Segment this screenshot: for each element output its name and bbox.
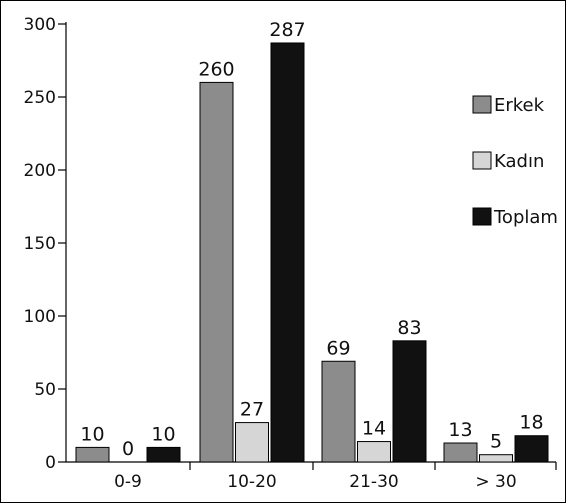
bar-kadın (357, 441, 391, 463)
y-tick-label: 0 (45, 453, 56, 473)
y-tick-label: 150 (24, 234, 56, 254)
data-label: 260 (198, 58, 234, 80)
legend-label: Erkek (494, 95, 545, 116)
data-label: 10 (151, 423, 175, 445)
axes (65, 22, 556, 463)
legend-label: Toplam (493, 207, 558, 228)
y-tick-label: 50 (34, 380, 56, 400)
data-label: 27 (240, 399, 264, 421)
data-label: 10 (80, 423, 104, 445)
data-label: 69 (326, 337, 350, 359)
bar-toplam (146, 446, 181, 463)
x-axis-ticks: 0-9 10-20 21-30 > 30 (114, 462, 557, 492)
bar-erkek (321, 360, 356, 463)
bar-toplam (270, 42, 305, 463)
bar-kadın (479, 454, 513, 463)
x-tick-label: 10-20 (227, 472, 276, 492)
data-labels: 10 0 10 260 27 287 69 14 83 13 5 18 (80, 19, 543, 460)
y-axis-ticks: 0 50 100 150 200 250 300 (24, 15, 66, 473)
data-label: 5 (490, 431, 502, 453)
y-tick-label: 250 (24, 88, 56, 108)
legend-swatch (472, 207, 492, 226)
bar-erkek (199, 81, 234, 463)
y-tick-label: 200 (24, 161, 56, 181)
bar-erkek (75, 446, 110, 463)
bar-toplam (392, 340, 427, 463)
bar-toplam (514, 435, 549, 463)
bar-kadın (235, 422, 269, 463)
data-label: 287 (269, 19, 305, 41)
legend-label: Kadın (494, 151, 544, 172)
y-tick-label: 100 (24, 307, 56, 327)
x-tick-label: 0-9 (114, 472, 142, 492)
data-label: 14 (362, 418, 386, 440)
bars (75, 42, 549, 463)
legend-swatch (472, 95, 492, 114)
data-label: 13 (448, 419, 472, 441)
data-label: 83 (397, 317, 421, 339)
y-tick-label: 300 (24, 15, 56, 35)
bar-erkek (443, 442, 478, 463)
legend: Erkek Kadın Toplam (472, 95, 558, 228)
x-tick-label: > 30 (475, 472, 516, 492)
data-label: 0 (122, 438, 134, 460)
data-label: 18 (519, 412, 543, 434)
legend-swatch (472, 151, 492, 170)
x-tick-label: 21-30 (349, 472, 398, 492)
